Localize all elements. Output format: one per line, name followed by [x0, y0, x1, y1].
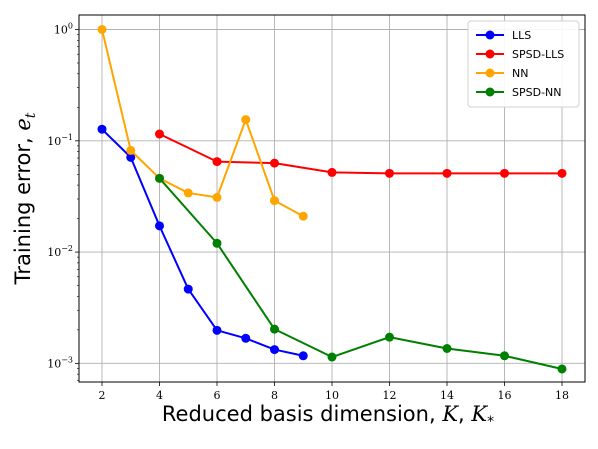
- data-point: [97, 124, 107, 134]
- data-point: [442, 343, 452, 353]
- legend-item-spsd-nn: SPSD-NN: [476, 86, 562, 99]
- data-point: [327, 167, 337, 177]
- ticks: 2 4 6 8 10 12 14 16 18 10−3 10−2 10−1 100: [47, 22, 569, 402]
- data-point: [97, 25, 107, 35]
- legend-item-spsd-lls: SPSD-LLS: [476, 48, 564, 61]
- legend-marker: [485, 49, 495, 59]
- x-tick-label: 4: [156, 389, 163, 402]
- series-lls: [97, 124, 308, 361]
- data-point: [500, 351, 509, 361]
- data-point: [298, 211, 308, 221]
- series-layer: [97, 25, 567, 374]
- legend-marker: [485, 30, 495, 40]
- x-tick-label: 8: [271, 389, 278, 402]
- data-point: [241, 333, 251, 343]
- data-point: [385, 332, 394, 342]
- data-point: [155, 173, 164, 183]
- legend-label: SPSD-LLS: [512, 48, 564, 61]
- data-point: [442, 168, 452, 178]
- legend-label: SPSD-NN: [512, 86, 562, 99]
- x-tick-label: 10: [325, 389, 339, 402]
- legend-label: LLS: [512, 29, 531, 42]
- y-tick-label: 10−3: [47, 355, 73, 370]
- series-line: [101, 29, 304, 218]
- data-point: [500, 168, 509, 178]
- x-tick-label: 14: [440, 389, 454, 402]
- series-spsd-lls: [155, 129, 567, 178]
- series-line: [158, 177, 563, 370]
- data-point: [270, 158, 279, 168]
- series-spsd-nn: [155, 173, 567, 374]
- data-point: [212, 157, 222, 167]
- data-point: [385, 168, 394, 178]
- y-axis-title: Training error, et: [11, 112, 39, 285]
- data-point: [126, 145, 136, 155]
- legend-label: NN: [512, 67, 528, 80]
- data-point: [270, 324, 279, 334]
- data-point: [183, 188, 193, 198]
- x-tick-label: 6: [214, 389, 221, 402]
- legend-box: [467, 20, 580, 108]
- x-tick-label: 16: [498, 389, 512, 402]
- legend-item-nn: NN: [476, 67, 528, 80]
- data-point: [212, 238, 222, 248]
- data-point: [126, 152, 136, 162]
- legend: LLS SPSD-LLS NN SPSD-NN: [467, 20, 580, 108]
- x-tick-label: 2: [99, 389, 106, 402]
- data-point: [557, 364, 567, 374]
- series-line: [159, 133, 562, 175]
- legend-marker: [485, 87, 495, 97]
- x-tick-label: 18: [555, 389, 569, 402]
- legend-marker: [485, 68, 495, 78]
- data-point: [183, 284, 193, 294]
- data-point: [212, 325, 222, 335]
- y-tick-label: 10−2: [47, 244, 73, 259]
- data-point: [327, 352, 337, 362]
- data-point: [270, 196, 279, 206]
- data-point: [155, 221, 164, 231]
- y-tick-label: 100: [54, 22, 73, 37]
- x-tick-label: 12: [383, 389, 397, 402]
- legend-item-lls: LLS: [476, 29, 531, 42]
- x-axis-title: Reduced basis dimension, K, K*: [162, 402, 494, 430]
- y-tick-label: 10−1: [47, 133, 73, 148]
- series-nn: [97, 25, 308, 221]
- data-point: [155, 129, 164, 139]
- data-point: [298, 351, 308, 361]
- data-point: [270, 345, 279, 355]
- data-point: [212, 192, 222, 202]
- data-point: [557, 168, 567, 178]
- series-line: [101, 128, 304, 357]
- data-point: [241, 115, 251, 125]
